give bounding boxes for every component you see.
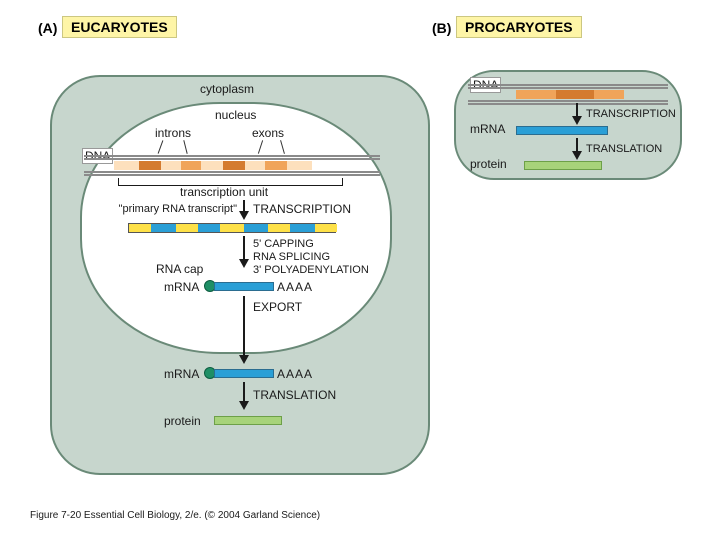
arrow-stem — [576, 138, 578, 152]
arrow-down-icon — [239, 259, 249, 268]
dna-spacer — [84, 161, 114, 170]
rna-intron-segment — [268, 224, 290, 232]
arrow-down-icon — [572, 151, 582, 160]
rna-intron-segment — [315, 224, 337, 232]
intron-segment — [201, 161, 223, 170]
label-polyadenylation: 3' POLYADENYLATION — [253, 264, 369, 276]
panel-a-tag: (A) — [32, 18, 63, 38]
dna-gene-segment — [556, 90, 594, 99]
dna-pro — [468, 84, 668, 105]
arrow-stem — [576, 103, 578, 117]
arrow-down-icon — [239, 401, 249, 410]
label-mrna-cyt: mRNA — [164, 367, 199, 381]
dna-spacer — [468, 90, 516, 99]
label-mrna-pro: mRNA — [470, 122, 505, 136]
label-primary-transcript: "primary RNA transcript" — [82, 203, 237, 215]
label-translation-pro: TRANSLATION — [586, 143, 662, 155]
dna-strand-line — [468, 87, 668, 89]
intron-segment — [161, 161, 181, 170]
rna-intron-segment — [176, 224, 198, 232]
protein-bar — [214, 416, 282, 425]
intron-segment — [114, 161, 139, 170]
dna-strand-line — [84, 174, 380, 176]
dna-spacer — [312, 161, 342, 170]
figure-caption: Figure 7-20 Essential Cell Biology, 2/e.… — [30, 510, 320, 521]
label-cytoplasm: cytoplasm — [200, 82, 254, 96]
rna-intron-segment — [129, 224, 151, 232]
dna-strand-line — [468, 103, 668, 105]
label-transcription-unit: transcription unit — [180, 185, 268, 199]
rna-exon-segment — [151, 224, 176, 232]
label-polya-cyt: AAAA — [277, 367, 313, 381]
panel-b-title: PROCARYOTES — [456, 16, 582, 38]
rna-exon-segment — [244, 224, 268, 232]
dna-gene-segment — [516, 90, 556, 99]
rna-intron-segment — [220, 224, 244, 232]
dna-strand-line — [84, 171, 380, 173]
arrow-down-icon — [239, 211, 249, 220]
label-protein-eu: protein — [164, 414, 201, 428]
dna-segment-row — [468, 90, 668, 99]
arrow-down-icon — [572, 116, 582, 125]
label-polya-nuc: AAAA — [277, 280, 313, 294]
primary-rna — [128, 223, 336, 233]
mrna-bar — [516, 126, 608, 135]
dna-gene-segment — [594, 90, 624, 99]
intron-segment — [245, 161, 265, 170]
dna-strand-line — [468, 84, 668, 86]
mrna-bar — [214, 369, 274, 378]
panel-b-tag: (B) — [426, 18, 457, 38]
exon-segment — [139, 161, 161, 170]
arrow-stem — [243, 236, 245, 260]
dna-segment-row — [84, 161, 380, 170]
label-introns: introns — [155, 126, 191, 140]
label-translation-eu: TRANSLATION — [253, 388, 336, 402]
exon-segment — [181, 161, 201, 170]
label-transcription-eu: TRANSCRIPTION — [253, 202, 351, 216]
rna-exon-segment — [198, 224, 220, 232]
label-protein-pro: protein — [470, 157, 507, 171]
label-mrna-nuc: mRNA — [164, 280, 199, 294]
protein-bar — [524, 161, 602, 170]
rna-exon-segment — [290, 224, 315, 232]
intron-segment — [287, 161, 312, 170]
dna-strand-line — [468, 100, 668, 102]
diagram-canvas: (A) EUCARYOTES (B) PROCARYOTES cytoplasm… — [0, 0, 720, 540]
dna-strand-line — [84, 155, 380, 157]
dna-strand-line — [84, 158, 380, 160]
label-export: EXPORT — [253, 300, 302, 314]
arrow-down-icon — [239, 355, 249, 364]
exon-segment — [265, 161, 287, 170]
arrow-stem — [243, 296, 245, 356]
exon-segment — [223, 161, 245, 170]
dna-spacer — [624, 90, 668, 99]
panel-a-title: EUCARYOTES — [62, 16, 177, 38]
label-capping: 5' CAPPING — [253, 238, 314, 250]
arrow-stem — [243, 382, 245, 402]
label-splicing: RNA SPLICING — [253, 251, 330, 263]
dna-eu — [84, 155, 380, 176]
label-exons: exons — [252, 126, 284, 140]
label-transcription-pro: TRANSCRIPTION — [586, 108, 676, 120]
label-rna-cap: RNA cap — [156, 262, 203, 276]
label-nucleus: nucleus — [215, 108, 256, 122]
mrna-bar — [214, 282, 274, 291]
